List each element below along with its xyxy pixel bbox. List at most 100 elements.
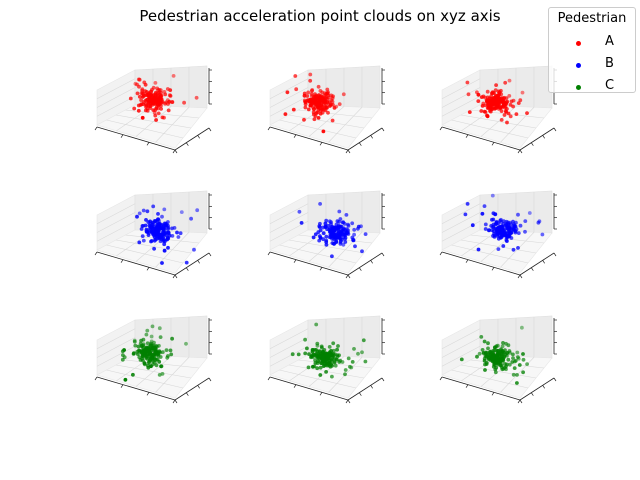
data-point [175,230,179,235]
data-point [336,229,341,234]
data-point [330,241,335,246]
data-point [491,234,495,238]
y-tick [531,392,534,396]
data-point [503,224,508,228]
data-point [483,368,487,372]
data-point [160,350,165,354]
data-point [350,360,355,364]
data-point [343,368,348,372]
data-point [344,213,349,217]
data-point [521,357,526,362]
y-tick [174,149,178,154]
data-point [316,359,320,364]
x-tick [491,142,495,146]
data-point [153,92,158,96]
y-tick [186,392,189,396]
y-tick [174,399,178,404]
data-point [325,356,330,360]
x-tick [146,267,150,271]
data-point [166,245,170,250]
legend-item-a: A [559,33,633,53]
data-point [326,93,331,98]
data-point [303,351,308,356]
data-point [496,103,501,107]
y-tick [186,142,189,146]
y-tick [542,135,545,139]
y-axis-line [347,252,383,276]
data-point [511,219,515,224]
x-tick [293,259,297,263]
data-point [540,232,545,237]
data-point [332,352,337,357]
data-point [168,88,173,92]
data-point [135,82,139,87]
data-point [165,237,170,242]
data-point [518,223,523,228]
subplot-a-3 [439,65,557,154]
data-point [320,349,325,354]
data-point [159,237,164,242]
data-point [499,109,504,113]
data-point [356,351,360,356]
data-point [139,338,144,343]
data-point [499,365,504,370]
data-point [324,240,329,244]
data-point [338,242,343,246]
x-tick [94,376,98,381]
data-point [346,232,351,236]
data-point [511,372,516,377]
y-tick [359,142,362,146]
data-point [159,364,164,369]
data-point [495,233,500,238]
data-point [483,227,488,231]
data-point [155,86,160,91]
data-point [162,242,167,247]
data-point [323,91,327,96]
data-point [515,373,519,377]
x-tick [439,126,443,131]
data-point [339,229,344,233]
data-point [143,223,148,228]
data-point [314,348,318,352]
data-point [164,348,169,352]
y-tick [370,135,373,139]
y-tick [370,385,373,389]
grid-line [441,87,481,108]
data-point [318,365,323,370]
data-point [170,100,175,104]
data-point [314,95,319,100]
data-point [160,232,165,237]
x-axis-line [269,251,349,276]
x-tick [345,399,349,404]
data-point [305,98,310,103]
data-point [324,234,329,239]
data-point [155,350,160,355]
data-point [493,226,498,231]
data-point [162,227,167,232]
data-point [149,339,154,344]
grid-line [269,212,309,233]
data-point [507,78,512,83]
data-point [507,225,511,230]
y-tick [208,252,212,257]
legend: Pedestrian A B C [548,7,636,93]
data-point [296,352,301,357]
data-point [151,101,156,106]
data-point [145,209,150,214]
data-point [148,224,153,229]
data-point [315,366,320,371]
data-point [135,352,140,356]
data-point [503,80,508,85]
data-point [490,357,495,361]
data-point [151,352,155,357]
data-point [330,374,334,379]
data-point [467,110,472,114]
grid-line [96,78,136,100]
data-point [322,106,327,110]
data-point [335,357,339,362]
x-tick [94,126,98,131]
y-tick [542,260,545,264]
y-axis-line [174,127,210,151]
data-point [151,359,155,364]
y-tick [531,267,534,271]
